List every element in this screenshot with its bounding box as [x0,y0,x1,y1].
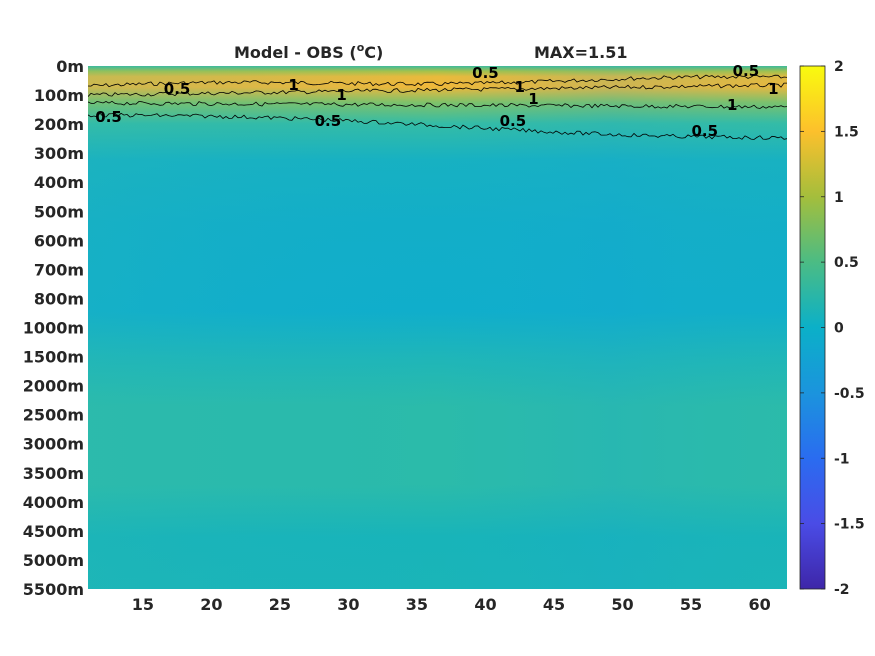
x-tick-label: 60 [748,595,770,614]
x-tick-label: 40 [474,595,496,614]
y-tick-label: 1000m [23,319,84,338]
colorbar-tick-label: -0.5 [834,386,865,402]
contour-label: 1 [727,96,737,114]
contour-label: 0.5 [95,108,122,126]
colorbar-ticks: 2 1.5 1 0.5 0 -0.5 -1 -1.5 -2 [800,59,865,598]
contour-label: 1 [528,90,538,108]
colorbar-tick-label: 0 [834,321,844,337]
y-tick-label: 0m [56,57,84,76]
contour-label: 0.5 [164,80,191,98]
y-tick-label: 200m [34,115,84,134]
contour-line [88,100,787,109]
y-tick-label: 5000m [23,551,84,570]
y-tick-label: 2500m [23,406,84,425]
y-tick-label: 4500m [23,522,84,541]
x-tick-label: 35 [406,595,428,614]
colorbar [799,65,826,590]
y-tick-label: 500m [34,202,84,221]
y-tick-label: 300m [34,144,84,163]
y-tick-label: 800m [34,289,84,308]
y-tick-label: 3500m [23,464,84,483]
colorbar-tick-label: 2 [834,59,844,75]
contour-line [88,74,787,88]
colorbar-tick-label: -1 [834,451,850,467]
colorbar-tick-label: 1.5 [834,124,859,140]
contour-label: 0.5 [691,122,718,140]
contour-label: 1 [515,78,525,96]
contour-line [88,82,787,97]
x-tick-label: 30 [337,595,359,614]
max-annotation: MAX=1.51 [534,43,628,62]
y-tick-label: 5500m [23,580,84,599]
contour-label: 1 [768,80,778,98]
y-tick-label: 4000m [23,493,84,512]
colorbar-tick-label: -1.5 [834,517,865,533]
y-tick-label: 600m [34,231,84,250]
x-axis: 15 20 25 30 35 40 45 50 55 60 [132,595,771,614]
y-axis: 0m 100m 200m 300m 400m 500m 600m 700m 800m 1000m 1… [23,57,84,599]
colorbar-tick-label: -2 [834,582,850,598]
contour-label: 0.5 [315,112,342,130]
contour-label: 0.5 [500,112,527,130]
x-tick-label: 55 [680,595,702,614]
x-tick-label: 15 [132,595,154,614]
chart-title: Model - OBS (oC) [234,41,383,62]
y-tick-label: 700m [34,260,84,279]
y-tick-label: 1500m [23,348,84,367]
y-tick-label: 400m [34,173,84,192]
x-tick-label: 20 [200,595,222,614]
contour-label: 1 [336,86,346,104]
contour-label: 0.5 [472,64,499,82]
y-tick-label: 100m [34,86,84,105]
heatmap-field-overlay [88,66,787,589]
y-tick-label: 3000m [23,435,84,454]
x-tick-label: 50 [611,595,633,614]
x-tick-label: 45 [543,595,565,614]
contour-label: 1 [288,76,298,94]
contour-lines [88,74,787,140]
x-tick-label: 25 [269,595,291,614]
contour-line [88,112,787,140]
contour-label: 0.5 [733,62,760,80]
colorbar-tick-label: 1 [834,190,844,206]
colorbar-tick-label: 0.5 [834,255,859,271]
y-tick-label: 2000m [23,377,84,396]
